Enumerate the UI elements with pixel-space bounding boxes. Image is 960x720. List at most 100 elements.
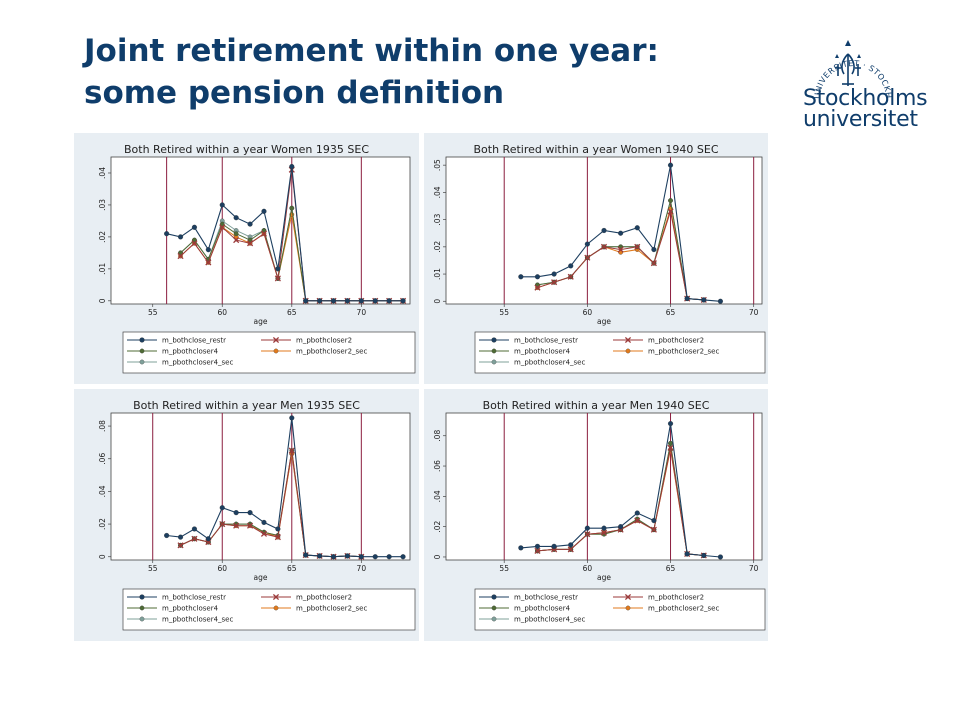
- series-m_bothclose_restr: [164, 164, 406, 304]
- legend-item: m_pbothcloser4_sec: [479, 616, 585, 624]
- data-point: [584, 241, 590, 247]
- data-point: [247, 510, 253, 516]
- legend-swatch-marker: [272, 593, 280, 601]
- legend: m_bothclose_restr m_pbothcloser2 m_pbothcl…: [122, 331, 416, 374]
- legend-item: m_pbothcloser4_sec: [479, 359, 585, 367]
- x-tick-label: 70: [357, 308, 367, 317]
- legend-item: m_pbothcloser2_sec: [613, 605, 719, 613]
- x-tick-label: 60: [583, 564, 593, 573]
- x-tick-label: 60: [217, 564, 227, 573]
- data-point: [617, 246, 624, 253]
- data-point: [600, 243, 608, 250]
- data-point: [667, 208, 674, 215]
- data-point: [684, 551, 690, 557]
- data-point: [233, 522, 240, 529]
- data-point: [701, 552, 707, 559]
- data-point: [219, 521, 226, 528]
- data-point: [191, 240, 198, 247]
- legend-item: m_pbothcloser4_sec: [127, 616, 233, 624]
- legend-label: m_pbothcloser2_sec: [648, 605, 719, 613]
- legend-label: m_pbothcloser4_sec: [162, 359, 233, 367]
- data-point: [275, 266, 281, 272]
- legend-label: m_pbothcloser2: [648, 337, 704, 345]
- x-tick-label: 65: [666, 308, 676, 317]
- data-point: [288, 447, 295, 454]
- legend-swatch-marker: [273, 348, 279, 354]
- university-name-line2: universitet: [803, 107, 918, 132]
- data-point: [650, 260, 657, 267]
- y-tick-label: .03: [98, 199, 107, 211]
- data-point: [634, 243, 641, 250]
- x-tick-label: 70: [357, 564, 367, 573]
- y-tick-label: .05: [433, 159, 442, 171]
- legend-swatch-marker: [139, 359, 145, 365]
- legend-label: m_pbothcloser2_sec: [648, 348, 719, 356]
- data-point: [667, 421, 674, 427]
- slide-title: Joint retirement within one year: some p…: [84, 30, 764, 114]
- data-point: [289, 415, 295, 421]
- chart-panel-women-1935: Both Retired within a year Women 1935 SE…: [74, 133, 419, 384]
- series-m_bothclose_restr: [518, 162, 723, 304]
- university-name: Stockholms universitet: [803, 88, 953, 132]
- data-point: [164, 532, 170, 539]
- legend-item: m_bothclose_restr: [479, 337, 578, 345]
- legend-item: m_pbothcloser4: [127, 605, 219, 613]
- series-m_bothclose_restr: [518, 421, 723, 560]
- legend-label: m_pbothcloser4_sec: [162, 616, 233, 624]
- data-point: [164, 231, 170, 237]
- data-point: [177, 253, 184, 260]
- x-tick-label: 60: [583, 308, 593, 317]
- data-point: [386, 554, 392, 560]
- legend-swatch-marker: [625, 348, 631, 354]
- x-tick-label: 55: [499, 564, 509, 573]
- x-tick-label: 70: [749, 564, 759, 573]
- data-point: [261, 208, 267, 214]
- data-point: [260, 530, 268, 537]
- data-point: [233, 215, 239, 221]
- legend-swatch-marker: [624, 336, 632, 344]
- data-point: [372, 298, 378, 304]
- data-point: [317, 553, 323, 559]
- legend-item: m_pbothcloser2_sec: [613, 348, 719, 356]
- legend-label: m_bothclose_restr: [514, 337, 578, 345]
- legend-label: m_pbothcloser4_sec: [514, 616, 585, 624]
- data-point: [247, 221, 253, 227]
- y-tick-label: .02: [98, 231, 107, 243]
- legend-swatch-marker: [491, 359, 497, 365]
- y-tick-label: .06: [433, 460, 442, 472]
- data-point: [260, 230, 268, 237]
- data-point: [205, 259, 212, 266]
- legend-box: [122, 331, 416, 374]
- legend-label: m_bothclose_restr: [162, 337, 226, 345]
- chart-title: Both Retired within a year Women 1940 SE…: [473, 143, 718, 156]
- legend-label: m_pbothcloser2_sec: [296, 605, 367, 613]
- data-point: [568, 542, 574, 548]
- plot-area: [445, 412, 763, 561]
- data-point: [233, 237, 240, 244]
- y-tick-label: .04: [433, 186, 442, 198]
- data-point: [568, 263, 574, 269]
- data-point: [667, 444, 674, 451]
- data-point: [684, 296, 690, 302]
- data-point: [177, 542, 184, 549]
- data-point: [233, 510, 239, 516]
- data-point: [668, 198, 673, 203]
- x-tick-label: 55: [148, 308, 158, 317]
- data-point: [233, 231, 239, 237]
- chart-title: Both Retired within a year Men 1935 SEC: [133, 399, 360, 412]
- data-point: [219, 224, 226, 231]
- data-point: [330, 554, 337, 560]
- data-point: [651, 247, 657, 253]
- data-point: [247, 240, 254, 247]
- y-tick-label: .01: [433, 268, 442, 280]
- data-point: [275, 526, 281, 532]
- chart-women-1935: Both Retired within a year Women 1935 SE…: [98, 143, 416, 374]
- chart-panel-men-1935: Both Retired within a year Men 1935 SEC 0…: [74, 389, 419, 641]
- chart-panel-men-1940: Both Retired within a year Men 1940 SEC 0…: [424, 389, 768, 641]
- data-point: [344, 553, 350, 559]
- data-point: [551, 543, 557, 549]
- legend-label: m_pbothcloser2: [648, 594, 704, 602]
- data-point: [601, 525, 607, 531]
- data-point: [667, 162, 674, 168]
- data-point: [219, 505, 225, 511]
